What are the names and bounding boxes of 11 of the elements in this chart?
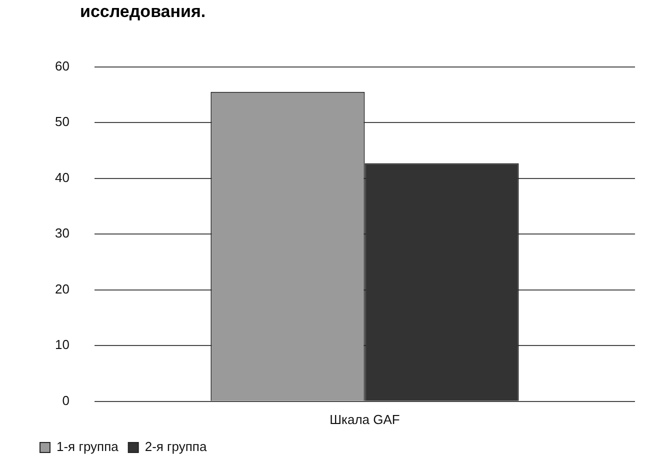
y-tick-label: 60 bbox=[54, 58, 70, 74]
x-tick-label: Шкала GAF bbox=[330, 412, 400, 427]
y-tick-label: 10 bbox=[54, 337, 70, 352]
y-tick-label: 50 bbox=[54, 114, 70, 130]
y-tick-label: 30 bbox=[54, 226, 70, 241]
chart-title: исследования. bbox=[80, 2, 206, 22]
y-tick-label: 40 bbox=[54, 170, 70, 185]
y-tick-label: 0 bbox=[62, 392, 70, 408]
legend-label: 1-я группа bbox=[56, 439, 120, 454]
y-tick-label: 20 bbox=[54, 281, 70, 296]
legend-label: 2-я группа bbox=[144, 439, 208, 454]
